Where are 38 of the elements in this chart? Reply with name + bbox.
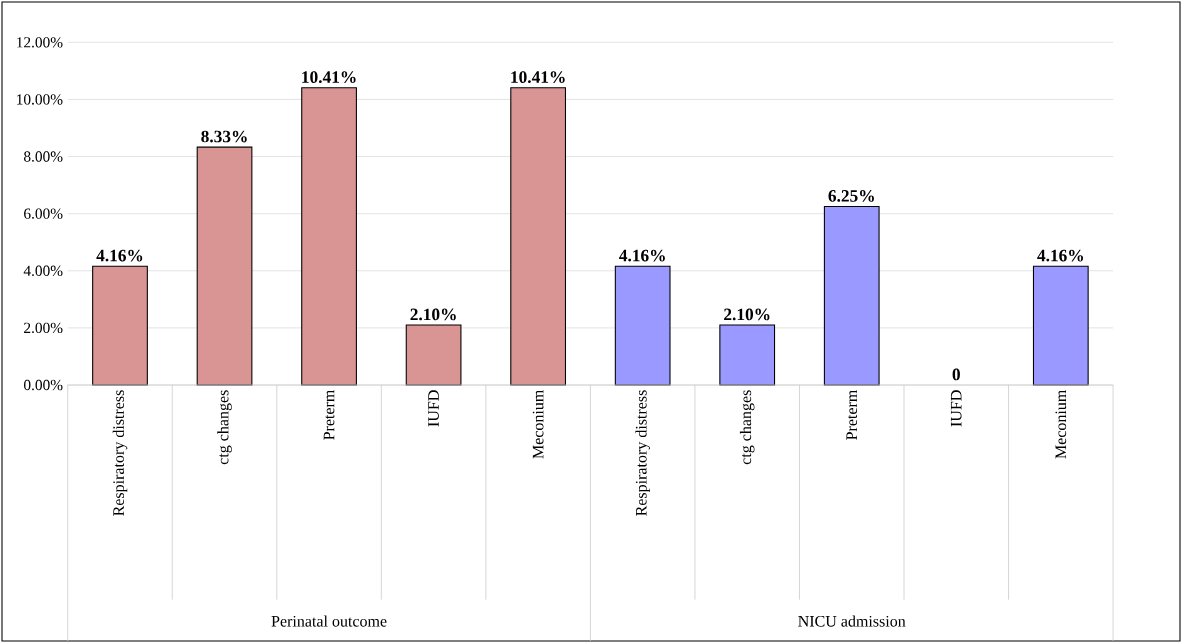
data-label: 4.16% <box>1037 249 1084 262</box>
bar <box>301 87 357 386</box>
y-tick-label: 8.00% <box>24 151 63 162</box>
bar <box>196 146 253 386</box>
x-tick-label: Preterm <box>323 389 335 440</box>
data-label: 10.41% <box>511 71 565 84</box>
y-tick-label: 6.00% <box>24 208 63 219</box>
data-label: 4.16% <box>619 249 665 262</box>
y-tick-label: 12.00% <box>17 37 63 48</box>
x-tick-label: Preterm <box>846 389 858 440</box>
data-label: 4.16% <box>96 249 143 262</box>
y-tick-label: 0.00% <box>24 379 63 391</box>
bar <box>1032 265 1089 386</box>
text: Perinatal outcome <box>271 615 387 627</box>
x-tick-label: ctg changes <box>739 390 755 465</box>
bar <box>92 265 148 386</box>
bar <box>405 324 462 386</box>
data-label: 6.25% <box>828 190 874 202</box>
y-tick-label: 4.00% <box>23 265 63 276</box>
data-label: 10.41% <box>302 71 356 84</box>
bar <box>614 265 671 386</box>
x-tick-label: ctg changes <box>217 390 232 465</box>
bar <box>719 324 776 386</box>
data-label: 8.33% <box>201 130 247 143</box>
data-label: 2.10% <box>724 308 770 321</box>
x-tick-label: Meconium <box>532 389 544 459</box>
x-tick-label: IUFD <box>950 390 962 427</box>
x-tick-label: Meconium <box>1055 389 1067 459</box>
x-tick-label: IUFD <box>428 390 439 427</box>
y-tick-label: 10.00% <box>17 94 63 105</box>
x-tick-label: Respiratory distress <box>635 390 650 516</box>
text: NICU admission <box>798 615 906 627</box>
y-tick-label: 2.00% <box>24 322 63 334</box>
bar <box>823 205 880 386</box>
data-label: 0 <box>952 368 960 381</box>
data-label: 2.10% <box>410 308 456 321</box>
bar <box>510 87 567 386</box>
x-tick-label: Respiratory distress <box>112 390 128 516</box>
